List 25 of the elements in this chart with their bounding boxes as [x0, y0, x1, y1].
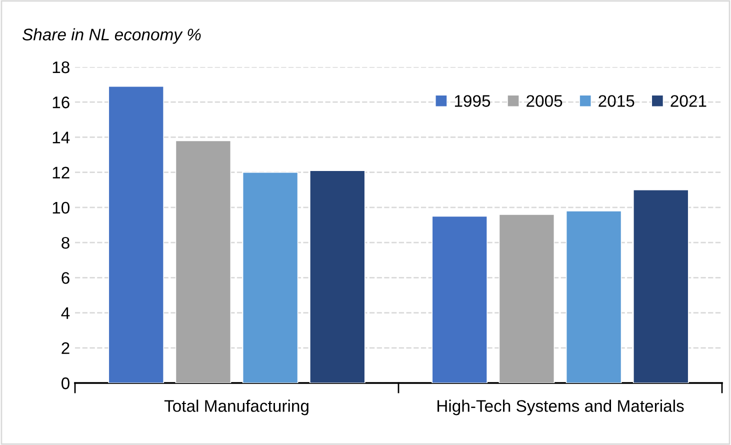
y-tick-label: 0	[62, 377, 70, 390]
legend-label: 2015	[598, 95, 634, 107]
legend-label: 2005	[526, 95, 562, 107]
bar	[432, 216, 488, 383]
y-tick-label: 4	[61, 307, 70, 319]
bar	[108, 86, 164, 383]
y-tick-label: 12	[52, 166, 70, 178]
bar	[175, 140, 232, 383]
y-tick-label: 10	[52, 202, 70, 214]
y-tick-label: 18	[52, 61, 70, 74]
x-tick-label: High-Tech Systems and Materials	[438, 400, 684, 416]
y-tick-label: 14	[52, 132, 70, 144]
x-tick-label: Total Manufacturing	[164, 400, 308, 416]
y-axis-title: Share in NL economy %	[22, 28, 201, 44]
bar	[566, 210, 622, 383]
y-tick-label: 16	[52, 96, 70, 108]
bar	[498, 214, 555, 383]
y-tick-label: 8	[62, 236, 70, 249]
legend-label: 1995	[454, 95, 490, 107]
bar	[309, 170, 366, 383]
y-tick-label: 2	[62, 342, 70, 354]
legend-label: 2021	[670, 95, 706, 107]
bar	[242, 172, 298, 383]
bar	[632, 189, 689, 383]
y-tick-label: 6	[62, 272, 70, 284]
